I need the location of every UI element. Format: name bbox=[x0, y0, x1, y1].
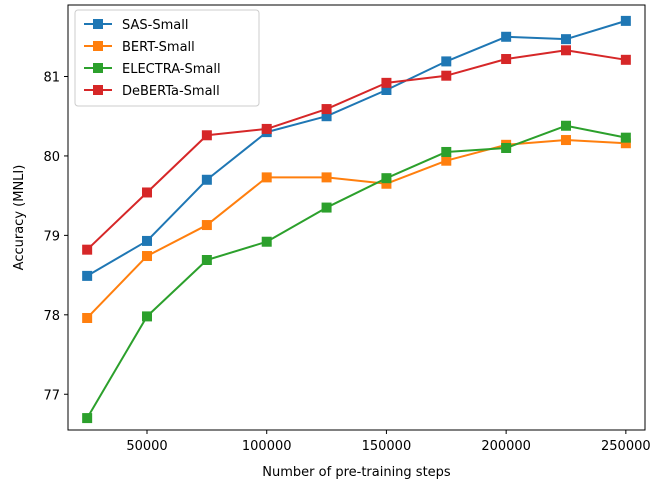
data-point-bert-small bbox=[560, 135, 571, 146]
x-tick-label: 100000 bbox=[242, 439, 292, 454]
data-point-sas-small bbox=[142, 235, 153, 246]
series-deberta-small bbox=[82, 45, 631, 255]
data-point-deberta-small bbox=[501, 54, 512, 65]
data-point-bert-small bbox=[261, 172, 272, 183]
legend-label: SAS-Small bbox=[122, 18, 188, 33]
data-point-deberta-small bbox=[560, 45, 571, 56]
data-point-electra-small bbox=[142, 311, 153, 322]
data-point-electra-small bbox=[321, 202, 332, 213]
data-point-electra-small bbox=[620, 132, 631, 143]
x-axis-label: Number of pre-training steps bbox=[262, 465, 451, 480]
data-point-bert-small bbox=[381, 178, 392, 189]
legend-marker bbox=[93, 41, 103, 51]
series-line-electra-small bbox=[86, 124, 627, 419]
data-point-bert-small bbox=[201, 220, 212, 231]
y-tick-label: 80 bbox=[43, 150, 60, 165]
data-point-bert-small bbox=[441, 155, 452, 166]
x-tick-label: 250000 bbox=[601, 439, 651, 454]
data-point-deberta-small bbox=[620, 54, 631, 65]
data-point-sas-small bbox=[620, 15, 631, 26]
tick-layer: 50000 100000 150000 200000 250000 77 78 79 80 81 bbox=[43, 70, 650, 454]
data-point-deberta-small bbox=[321, 104, 332, 115]
x-tick-label: 200000 bbox=[481, 439, 531, 454]
plot-area-frame bbox=[67, 4, 646, 431]
data-point-sas-small bbox=[321, 111, 332, 122]
data-point-electra-small bbox=[560, 120, 571, 131]
legend-entry: BERT-Small bbox=[84, 40, 195, 55]
data-point-bert-small bbox=[82, 312, 93, 323]
data-point-deberta-small bbox=[201, 130, 212, 141]
data-point-deberta-small bbox=[142, 187, 153, 198]
series-bert-small bbox=[82, 135, 631, 323]
legend-label: DeBERTa-Small bbox=[122, 84, 220, 99]
data-point-electra-small bbox=[381, 173, 392, 184]
legend-label: BERT-Small bbox=[122, 40, 195, 55]
x-tick-label: 50000 bbox=[126, 439, 167, 454]
data-point-sas-small bbox=[201, 174, 212, 185]
legend: SAS-Small BERT-Small ELECTRA-Small DeBERTa-… bbox=[74, 9, 260, 107]
data-point-deberta-small bbox=[82, 244, 93, 255]
y-tick-label: 79 bbox=[43, 229, 60, 244]
data-point-electra-small bbox=[441, 146, 452, 157]
data-point-deberta-small bbox=[381, 77, 392, 88]
data-point-bert-small bbox=[620, 138, 631, 149]
legend-label: ELECTRA-Small bbox=[122, 62, 221, 77]
data-point-electra-small bbox=[201, 255, 212, 265]
data-point-sas-small bbox=[82, 270, 93, 281]
data-point-deberta-small bbox=[441, 70, 452, 81]
data-point-electra-small bbox=[261, 236, 272, 247]
series-line-bert-small bbox=[86, 139, 626, 319]
data-point-sas-small bbox=[381, 85, 392, 95]
series-line-sas-small bbox=[86, 19, 627, 277]
legend-entry: SAS-Small bbox=[84, 18, 188, 33]
y-axis-label: Accuracy (MNLI) bbox=[12, 165, 27, 271]
legend-marker bbox=[93, 19, 103, 29]
data-point-sas-small bbox=[501, 31, 512, 42]
x-tick-label: 150000 bbox=[362, 439, 412, 454]
y-tick-label: 81 bbox=[43, 70, 60, 85]
data-point-bert-small bbox=[142, 251, 153, 262]
data-point-deberta-small bbox=[261, 123, 272, 134]
series-line-deberta-small bbox=[86, 49, 627, 251]
data-point-electra-small bbox=[501, 142, 512, 153]
data-point-sas-small bbox=[560, 34, 571, 45]
legend-marker bbox=[93, 85, 103, 95]
data-point-bert-small bbox=[321, 172, 332, 183]
series-electra-small bbox=[82, 120, 631, 424]
legend-entry: DeBERTa-Small bbox=[84, 84, 220, 99]
legend-entry: ELECTRA-Small bbox=[84, 62, 221, 77]
series-layer bbox=[82, 15, 631, 424]
legend-frame bbox=[74, 9, 260, 107]
data-point-sas-small bbox=[441, 56, 452, 67]
y-tick-label: 78 bbox=[43, 309, 60, 324]
y-tick-label: 77 bbox=[43, 388, 60, 403]
legend-marker bbox=[93, 63, 103, 73]
data-point-electra-small bbox=[82, 413, 93, 424]
